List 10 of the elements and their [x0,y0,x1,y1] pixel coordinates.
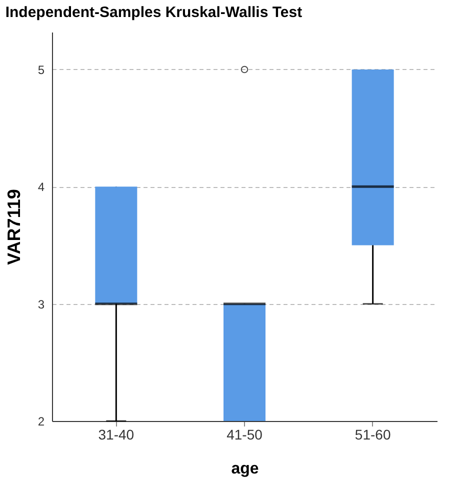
x-tick-label: 31-40 [98,426,134,442]
y-tick-label: 4 [38,180,45,194]
chart-title: Independent-Samples Kruskal-Wallis Test [5,4,302,21]
x-tick-label: 51-60 [354,426,391,442]
x-tick-label: 41-50 [226,426,263,442]
y-axis-title: VAR7119 [4,189,24,265]
y-tick-label: 5 [38,62,45,77]
y-tick-label: 2 [38,414,45,428]
x-axis-title: age [231,460,259,478]
y-tick-label: 3 [38,297,45,312]
